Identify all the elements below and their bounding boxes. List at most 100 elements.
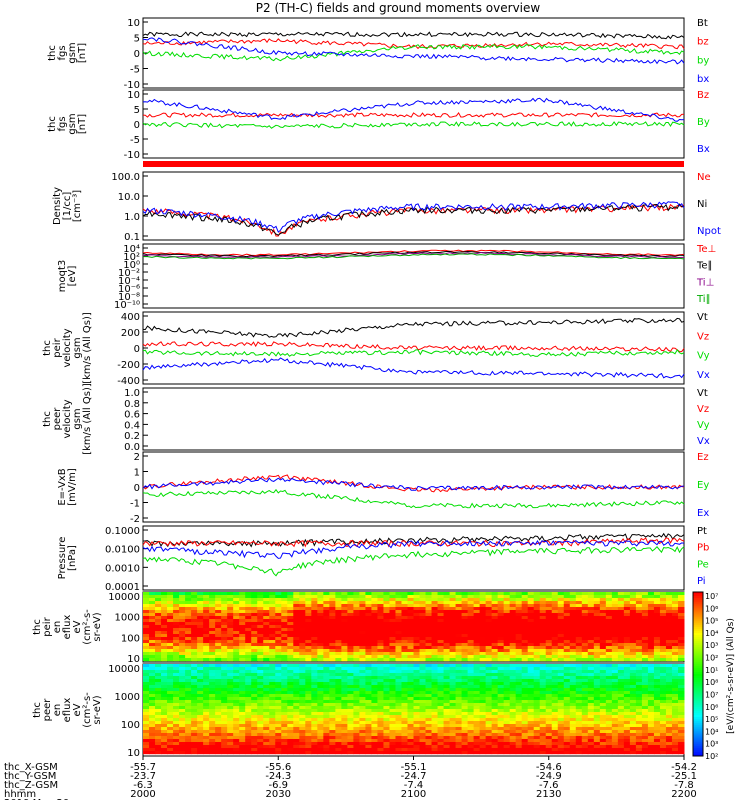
spec-cell bbox=[611, 616, 619, 620]
spec-cell bbox=[665, 718, 673, 722]
spec-cell bbox=[173, 700, 180, 704]
spec-cell bbox=[659, 703, 667, 707]
spec-cell bbox=[551, 658, 559, 662]
spec-cell bbox=[221, 685, 228, 689]
spec-cell bbox=[191, 664, 198, 668]
spec-cell bbox=[407, 598, 414, 602]
spec-cell bbox=[323, 655, 330, 659]
spec-cell bbox=[155, 700, 162, 704]
spec-cell bbox=[197, 715, 204, 719]
spec-cell bbox=[497, 679, 505, 683]
spec-cell bbox=[263, 598, 270, 602]
spec-cell bbox=[491, 676, 499, 680]
spec-cell bbox=[311, 673, 318, 677]
spec-cell bbox=[281, 721, 288, 725]
spec-cell bbox=[551, 685, 559, 689]
spec-cell bbox=[353, 595, 360, 599]
spec-cell bbox=[149, 604, 156, 608]
spec-cell bbox=[575, 676, 583, 680]
spec-cell bbox=[455, 709, 463, 713]
spec-cell bbox=[407, 688, 414, 692]
spec-cell bbox=[299, 655, 306, 659]
spec-cell bbox=[383, 601, 390, 605]
spec-cell bbox=[611, 724, 619, 728]
spec-cell bbox=[179, 664, 186, 668]
spec-cell bbox=[317, 703, 324, 707]
spec-cell bbox=[611, 595, 619, 599]
spec-cell bbox=[287, 733, 294, 737]
spec-cell bbox=[599, 667, 607, 671]
spec-cell bbox=[581, 724, 589, 728]
spec-cell bbox=[275, 652, 282, 656]
spec-cell bbox=[161, 631, 168, 635]
spec-cell bbox=[617, 601, 625, 605]
spec-cell bbox=[455, 658, 463, 662]
spec-cell bbox=[443, 673, 451, 677]
spec-cell bbox=[617, 736, 625, 740]
spec-cell bbox=[185, 628, 192, 632]
spec-cell bbox=[395, 736, 402, 740]
spec-cell bbox=[395, 640, 402, 644]
spec-cell bbox=[209, 736, 216, 740]
spec-cell bbox=[263, 685, 270, 689]
spec-cell bbox=[197, 604, 204, 608]
spec-cell bbox=[563, 658, 571, 662]
spec-cell bbox=[485, 739, 493, 743]
spec-cell bbox=[293, 742, 300, 746]
spec-cell bbox=[467, 628, 475, 632]
spec-cell bbox=[539, 610, 547, 614]
spec-cell bbox=[257, 592, 264, 596]
series-Ex bbox=[142, 477, 685, 491]
spec-cell bbox=[545, 619, 553, 623]
spec-cell bbox=[623, 637, 631, 641]
spec-cell bbox=[317, 622, 324, 626]
spec-cell bbox=[329, 643, 336, 647]
spec-cell bbox=[197, 718, 204, 722]
spec-cell bbox=[557, 688, 565, 692]
spec-cell bbox=[467, 697, 475, 701]
spec-cell bbox=[365, 646, 372, 650]
spec-cell bbox=[209, 679, 216, 683]
spec-cell bbox=[437, 595, 445, 599]
spec-cell bbox=[491, 748, 499, 752]
spec-cell bbox=[509, 727, 517, 731]
spec-cell bbox=[431, 670, 439, 674]
spec-cell bbox=[323, 592, 330, 596]
spec-cell bbox=[503, 667, 511, 671]
spec-cell bbox=[569, 613, 577, 617]
spec-cell bbox=[575, 751, 583, 755]
spec-cell bbox=[185, 727, 192, 731]
spec-cell bbox=[437, 673, 445, 677]
spec-cell bbox=[269, 727, 276, 731]
spec-cell bbox=[461, 751, 469, 755]
spec-cell bbox=[197, 601, 204, 605]
spec-cell bbox=[347, 649, 354, 653]
spec-cell bbox=[629, 670, 637, 674]
spec-cell bbox=[509, 724, 517, 728]
spec-cell bbox=[461, 598, 469, 602]
spec-cell bbox=[563, 667, 571, 671]
spec-cell bbox=[167, 742, 174, 746]
spec-cell bbox=[257, 724, 264, 728]
spec-cell bbox=[617, 712, 625, 716]
spec-cell bbox=[593, 619, 601, 623]
spec-cell bbox=[389, 745, 396, 749]
spec-cell bbox=[173, 607, 180, 611]
spec-cell bbox=[605, 649, 613, 653]
spec-cell bbox=[149, 715, 156, 719]
spec-cell bbox=[227, 658, 234, 662]
spec-cell bbox=[659, 646, 667, 650]
spec-cell bbox=[299, 691, 306, 695]
colorbar-cell bbox=[693, 602, 703, 605]
spec-cell bbox=[143, 610, 150, 614]
spec-cell bbox=[407, 616, 414, 620]
spec-cell bbox=[143, 649, 150, 653]
spec-cell bbox=[677, 721, 685, 725]
spec-cell bbox=[581, 727, 589, 731]
spec-cell bbox=[323, 706, 330, 710]
spec-cell bbox=[221, 709, 228, 713]
spec-cell bbox=[275, 646, 282, 650]
spec-cell bbox=[629, 652, 637, 656]
spec-cell bbox=[149, 685, 156, 689]
spec-cell bbox=[347, 631, 354, 635]
